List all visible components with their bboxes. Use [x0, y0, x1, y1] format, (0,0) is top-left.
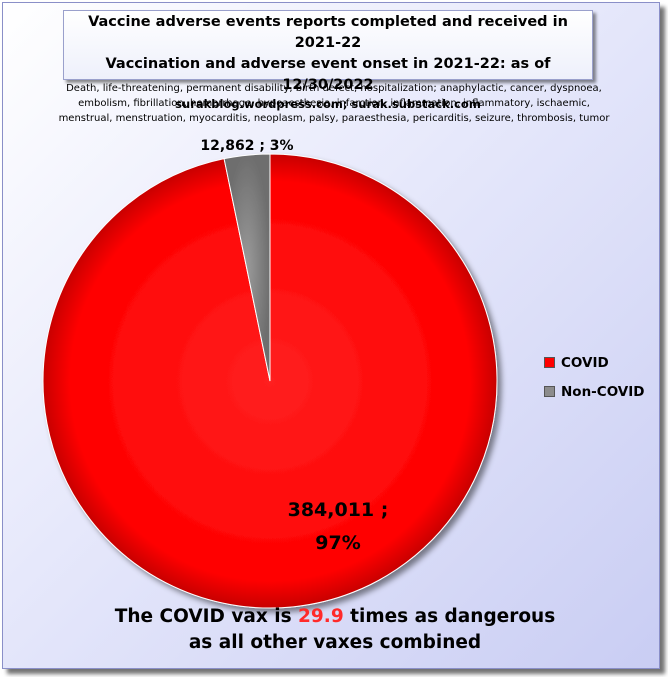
slice-label-covid-line2: 97%: [315, 532, 360, 554]
chart-title-line3: surakblog.wordpress.com; surak.substack.…: [175, 97, 481, 111]
event-terms-line2: embolism, fibrillation, hemorrhage, hypo…: [78, 98, 590, 109]
footer-caption: The COVID vax is 29.9 times as dangerous…: [60, 604, 610, 656]
event-terms: Death, life-threatening, permanent disab…: [24, 81, 644, 126]
legend-label-noncovid: Non-COVID: [561, 383, 645, 400]
legend-label-covid: COVID: [561, 354, 609, 371]
legend-swatch-noncovid: [544, 386, 555, 397]
legend-item-noncovid: Non-COVID: [544, 380, 645, 403]
event-terms-line3: menstrual, menstruation, myocarditis, ne…: [58, 113, 610, 124]
footer-line1-prefix: The COVID vax is: [114, 606, 299, 627]
chart-title-box: Vaccine adverse events reports completed…: [63, 10, 593, 111]
legend-swatch-covid: [544, 357, 555, 368]
pie-slice-non-covid: [223, 153, 271, 382]
legend-item-covid: COVID: [544, 351, 645, 374]
chart-title-line2: Vaccination and adverse event onset in 2…: [105, 56, 551, 93]
event-terms-line1: Death, life-threatening, permanent disab…: [66, 83, 602, 94]
footer-line2: as all other vaxes combined: [188, 632, 482, 653]
slice-label-covid-line1: 384,011 ;: [288, 499, 389, 521]
footer-line1: The COVID vax is 29.9 times as dangerous: [60, 604, 610, 630]
chart-legend: COVID Non-COVID: [544, 351, 645, 409]
footer-line1-suffix: times as dangerous: [343, 606, 556, 627]
chart-title-line1: Vaccine adverse events reports completed…: [88, 14, 568, 51]
footer-ratio-value: 29.9: [298, 606, 344, 627]
slice-label-noncovid: 12,862 ; 3%: [200, 138, 293, 154]
